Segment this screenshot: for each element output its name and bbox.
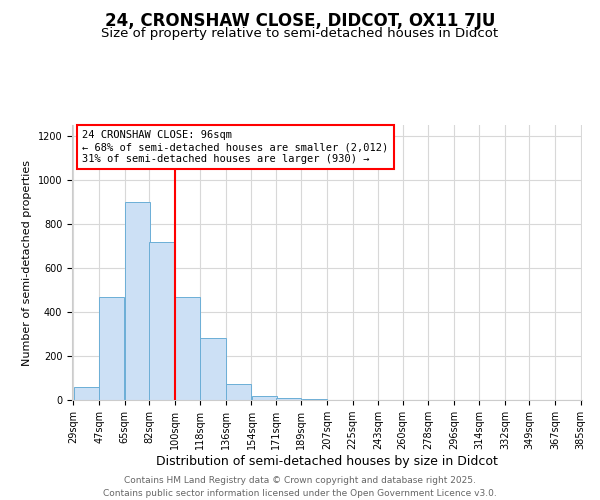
Text: 24 CRONSHAW CLOSE: 96sqm
← 68% of semi-detached houses are smaller (2,012)
31% o: 24 CRONSHAW CLOSE: 96sqm ← 68% of semi-d…: [82, 130, 388, 164]
Bar: [200, 338, 226, 400]
Bar: [74, 387, 99, 400]
Bar: [125, 202, 150, 400]
X-axis label: Distribution of semi-detached houses by size in Didcot: Distribution of semi-detached houses by …: [156, 455, 498, 468]
Bar: [302, 399, 327, 400]
Bar: [226, 384, 251, 400]
Text: Size of property relative to semi-detached houses in Didcot: Size of property relative to semi-detach…: [101, 28, 499, 40]
Bar: [252, 396, 277, 400]
Bar: [99, 296, 124, 400]
Bar: [276, 398, 301, 400]
Bar: [149, 242, 175, 400]
Y-axis label: Number of semi-detached properties: Number of semi-detached properties: [22, 160, 32, 366]
Text: Contains HM Land Registry data © Crown copyright and database right 2025.
Contai: Contains HM Land Registry data © Crown c…: [103, 476, 497, 498]
Bar: [175, 296, 200, 400]
Text: 24, CRONSHAW CLOSE, DIDCOT, OX11 7JU: 24, CRONSHAW CLOSE, DIDCOT, OX11 7JU: [105, 12, 495, 30]
